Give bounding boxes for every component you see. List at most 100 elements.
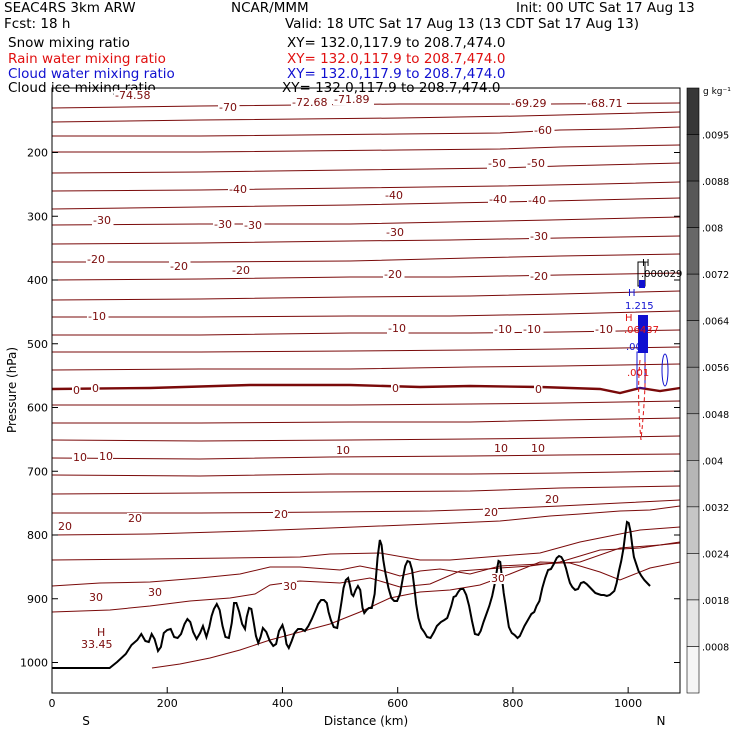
rain-max-value: .06437 xyxy=(624,325,659,336)
contour-label-bg xyxy=(522,324,544,335)
colorbar-segment xyxy=(686,553,700,601)
isotherm-label: 20 xyxy=(484,506,498,519)
colorbar-tick-label: .004 xyxy=(702,456,723,467)
hydrometeor-layer xyxy=(636,261,669,441)
contour-label-bg xyxy=(72,452,87,463)
isotherm-line xyxy=(151,561,681,669)
colorbar-segment xyxy=(686,273,700,321)
contour-label-bg xyxy=(391,383,400,394)
x-tick-label: 0 xyxy=(49,697,56,710)
isotherm-label: -10 xyxy=(523,323,541,336)
y-tick-label: 900 xyxy=(27,593,48,606)
x-tick-label: 1000 xyxy=(614,697,642,710)
contour-label-bg xyxy=(88,592,103,603)
contour-label-bg xyxy=(273,509,288,520)
valid-time: Valid: 18 UTC Sat 17 Aug 13 (13 CDT Sat … xyxy=(285,16,639,32)
x-tick-label: 600 xyxy=(387,697,408,710)
isotherm-line xyxy=(51,272,681,281)
isotherm-line xyxy=(51,235,681,245)
isotherm-label: -30 xyxy=(244,219,262,232)
isotherm-label: 10 xyxy=(73,451,87,464)
isotherm-label: -30 xyxy=(214,218,232,231)
isotherm-label: -10 xyxy=(595,323,613,336)
contour-label-bg xyxy=(127,513,142,524)
colorbar-segment xyxy=(686,87,700,135)
isotherm-label: 20 xyxy=(274,508,288,521)
isotherm-label: 10 xyxy=(494,442,508,455)
isotherm-label: -50 xyxy=(527,157,545,170)
contour-label-bg xyxy=(385,227,407,238)
isotherm-label: -20 xyxy=(384,268,402,281)
isotherm-line xyxy=(51,453,681,460)
isotherm-label: 10 xyxy=(336,444,350,457)
isotherm-line xyxy=(52,346,681,353)
colorbar-segment xyxy=(686,366,700,415)
cloud-water-max-marker: H xyxy=(628,288,636,299)
isotherm-label: -74.58 xyxy=(115,89,150,102)
colorbar-tick-label: .008 xyxy=(702,224,723,235)
colorbar-unit: g kg⁻¹ xyxy=(703,87,731,97)
contour-label-bg xyxy=(383,269,405,280)
isotherm-line xyxy=(51,485,681,495)
colorbar-segment xyxy=(686,413,700,461)
isotherm-label: -30 xyxy=(530,230,548,243)
colorbar-tick-label: .0095 xyxy=(702,131,729,142)
colorbar-segment xyxy=(686,506,700,554)
y-tick-label: 400 xyxy=(27,274,48,287)
contour-label-bg xyxy=(291,97,332,108)
isotherm-label: 30 xyxy=(491,572,505,585)
contour-label-bg xyxy=(586,98,627,109)
isotherm-label: -40 xyxy=(489,193,507,206)
contour-label-bg xyxy=(529,271,551,282)
cloud-ice-max-marker: H xyxy=(642,258,650,269)
contour-label-bg xyxy=(594,324,616,335)
isotherm-line xyxy=(52,417,681,424)
contour-label-bg xyxy=(544,494,559,505)
contour-label-bg xyxy=(231,265,253,276)
isotherm-line xyxy=(52,329,681,336)
init-time: Init: 00 UTC Sat 17 Aug 13 xyxy=(516,0,695,16)
isotherm-label: 0 xyxy=(392,382,399,395)
isotherm-label: -71.89 xyxy=(334,93,369,106)
colorbar-tick-label: .0072 xyxy=(702,270,729,281)
south-label: S xyxy=(82,714,90,728)
isotherm-line xyxy=(51,162,681,174)
contour-label-bg xyxy=(534,384,543,395)
isotherm-label: -69.29 xyxy=(511,97,546,110)
model-title: SEAC4RS 3km ARW xyxy=(4,0,136,16)
field-label-cloud-water: Cloud water mixing ratio xyxy=(8,66,175,82)
y-tick-label: 300 xyxy=(27,210,48,223)
rain-water-contour xyxy=(638,359,646,441)
isotherm-label: 30 xyxy=(89,591,103,604)
isotherm-line xyxy=(51,541,681,613)
colorbar-tick-label: .0064 xyxy=(702,317,729,328)
isotherm-label: 0 xyxy=(535,383,542,396)
isotherm-line xyxy=(51,505,681,536)
x-axis-title: Distance (km) xyxy=(324,714,408,728)
contour-label-bg xyxy=(487,158,509,169)
isotherm-label: -20 xyxy=(232,264,250,277)
contour-label-layer: -74.58 -72.68 -71.89 -69.29 -68.71 -70 -60 -50 -… xyxy=(57,89,682,651)
isotherm-label: 20 xyxy=(128,512,142,525)
colorbar-segment xyxy=(686,180,700,228)
contour-label-bg xyxy=(526,158,548,169)
colorbar-tick-label: .0056 xyxy=(702,363,729,374)
isotherm-label: -50 xyxy=(488,157,506,170)
isotherm-label: -10 xyxy=(388,322,406,335)
max-marker: H xyxy=(97,626,105,639)
colorbar-segment xyxy=(686,227,700,275)
contour-label-bg xyxy=(483,507,498,518)
y-tick-label: 200 xyxy=(27,147,48,160)
colorbar-segment xyxy=(686,320,700,368)
cloud-water-fill xyxy=(639,280,645,288)
contour-label-bg xyxy=(147,587,162,598)
contour-label-bg xyxy=(114,90,155,101)
contour-label-bg xyxy=(488,194,510,205)
contour-label-bg xyxy=(530,443,545,454)
field-label-snow: Snow mixing ratio xyxy=(8,35,130,51)
cloud-water-fill xyxy=(638,315,648,353)
isotherm-line xyxy=(51,216,681,226)
contour-label-bg xyxy=(529,231,551,242)
isotherm-zero-line xyxy=(51,383,681,395)
isotherm-label: -68.71 xyxy=(587,97,622,110)
